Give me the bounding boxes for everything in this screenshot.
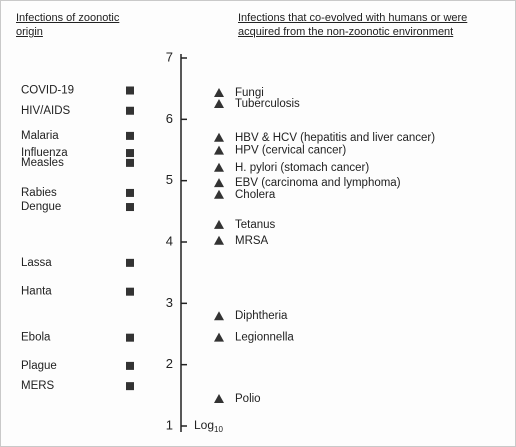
square-marker [126, 361, 134, 370]
point-label: Tetanus [235, 219, 276, 231]
point-label: Fungi [235, 87, 264, 99]
point-label: Plague [21, 360, 57, 372]
square-marker [126, 258, 134, 267]
y-tick-label: 2 [166, 356, 173, 371]
y-tick-label: 4 [166, 233, 173, 248]
point-label: EBV (carcinoma and lymphoma) [235, 177, 401, 189]
group-header: Infections of zoonotic origin [16, 12, 120, 38]
point-label: H. pylori (stomach cancer) [235, 162, 369, 174]
square-marker [126, 382, 134, 391]
triangle-marker [214, 87, 224, 97]
y-tick-label: 3 [166, 295, 173, 310]
point-label: Dengue [21, 201, 61, 213]
triangle-marker [214, 99, 224, 108]
point-label: Ebola [21, 332, 51, 344]
square-marker [126, 86, 134, 95]
y-tick-label: 6 [166, 111, 173, 126]
axis-label-main: Log [194, 418, 214, 432]
square-marker [126, 188, 134, 197]
point-label: Hanta [21, 286, 52, 298]
triangle-marker [214, 132, 224, 142]
triangle-marker [214, 145, 224, 155]
point-label: Measles [21, 157, 64, 169]
y-tick-label: 5 [166, 172, 173, 187]
point-label: Lassa [21, 257, 52, 269]
point-label: COVID-19 [21, 85, 74, 97]
point-label: Malaria [21, 130, 59, 142]
square-marker [126, 333, 134, 342]
square-marker [126, 158, 134, 167]
square-marker [126, 149, 134, 158]
point-label: MERS [21, 380, 55, 392]
group-header: Infections that co-evolved with humans o… [238, 12, 468, 38]
point-label: HPV (cervical cancer) [235, 145, 346, 157]
triangle-marker [214, 219, 224, 229]
square-marker [126, 203, 134, 212]
point-label: Tuberculosis [235, 98, 300, 110]
triangle-marker [214, 162, 224, 172]
triangle-marker [214, 311, 224, 321]
point-label: Polio [235, 393, 261, 405]
point-label: Diphtheria [235, 310, 288, 322]
axis-label-sub: 10 [214, 425, 223, 434]
square-marker [126, 106, 134, 115]
triangle-marker [214, 235, 224, 245]
point-label: HIV/AIDS [21, 105, 71, 117]
point-label: MRSA [235, 235, 269, 247]
triangle-marker [214, 189, 224, 199]
square-marker [126, 131, 134, 140]
triangle-marker [214, 394, 224, 404]
y-tick-label: 1 [166, 417, 173, 432]
point-label: HBV & HCV (hepatitis and liver cancer) [235, 132, 435, 144]
point-label: Legionnella [235, 332, 294, 344]
axis-label: Log10 [194, 418, 223, 434]
point-label: Influenza [21, 147, 68, 159]
triangle-marker [214, 332, 224, 342]
point-label: Cholera [235, 189, 276, 201]
square-marker [126, 287, 134, 296]
point-label: Rabies [21, 187, 57, 199]
y-tick-label: 7 [166, 49, 173, 64]
triangle-marker [214, 178, 224, 188]
